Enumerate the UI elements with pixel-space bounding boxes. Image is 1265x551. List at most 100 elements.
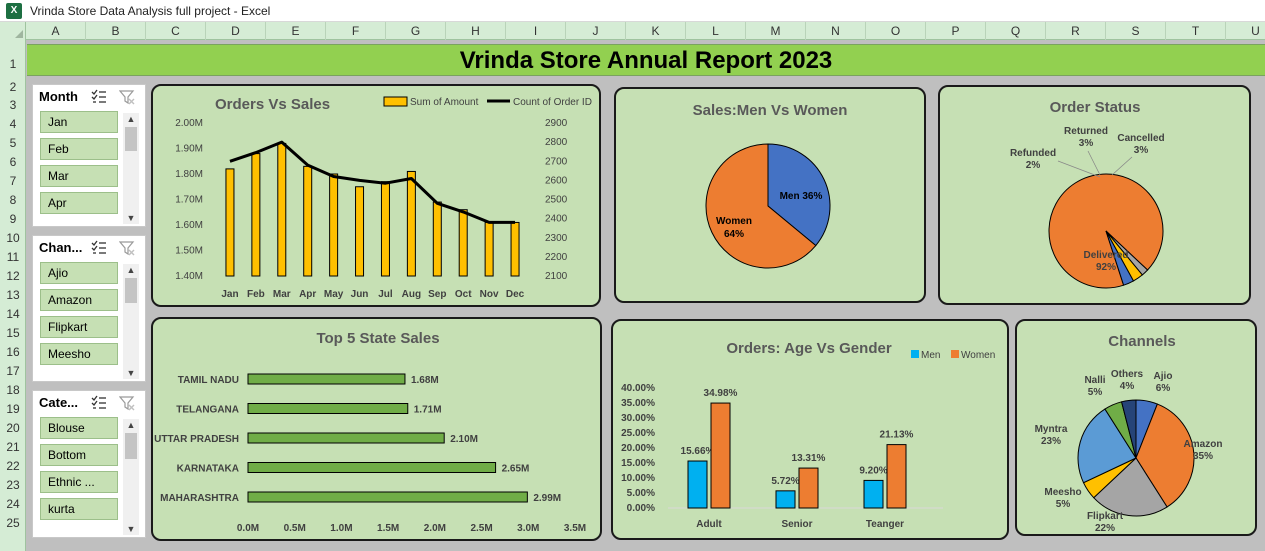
row-header-16[interactable]: 16: [6, 345, 20, 359]
bar-women: [798, 467, 819, 509]
row-header-11[interactable]: 11: [6, 250, 20, 264]
row-header-15[interactable]: 15: [6, 326, 20, 340]
slicer-item[interactable]: Amazon: [40, 289, 118, 311]
slicer-item[interactable]: Blouse: [40, 417, 118, 439]
scroll-thumb[interactable]: [125, 127, 137, 151]
column-header-c[interactable]: C: [146, 22, 206, 40]
row-header-3[interactable]: 3: [9, 98, 17, 112]
column-header-n[interactable]: N: [806, 22, 866, 40]
scroll-down-icon[interactable]: ▼: [126, 368, 136, 378]
scroll-thumb[interactable]: [125, 278, 137, 303]
row-header-23[interactable]: 23: [6, 478, 20, 492]
channels-chart[interactable]: Channels Ajio 6% Amazon 35% Flipkart 22% Meesho…: [1015, 319, 1257, 536]
orders-vs-sales-chart[interactable]: Orders Vs Sales Sum of Amount Count of Ord…: [151, 84, 601, 307]
men-vs-women-chart[interactable]: Sales:Men Vs Women Men 36% Women 64%: [614, 87, 926, 303]
slicer-item[interactable]: Ethnic ...: [40, 471, 118, 493]
data-label-cancelled-pct: 3%: [1134, 145, 1149, 156]
clear-filter-icon[interactable]: [118, 89, 135, 105]
row-header-25[interactable]: 25: [6, 516, 20, 530]
scroll-thumb[interactable]: [125, 433, 137, 459]
scroll-up-icon[interactable]: ▲: [126, 265, 136, 275]
row-header-18[interactable]: 18: [6, 383, 20, 397]
column-header-j[interactable]: J: [566, 22, 626, 40]
row-header-6[interactable]: 6: [9, 155, 17, 169]
column-header-k[interactable]: K: [626, 22, 686, 40]
column-header-b[interactable]: B: [86, 22, 146, 40]
column-header-g[interactable]: G: [386, 22, 446, 40]
slicer-item[interactable]: Feb: [40, 138, 118, 160]
y-right-tick-label: 2500: [545, 195, 568, 206]
column-header-h[interactable]: H: [446, 22, 506, 40]
row-header-14[interactable]: 14: [6, 307, 20, 321]
column-header-r[interactable]: R: [1046, 22, 1106, 40]
slicer-item[interactable]: Jan: [40, 111, 118, 133]
multi-select-icon[interactable]: [91, 395, 107, 411]
clear-filter-icon[interactable]: [118, 395, 135, 411]
column-header-l[interactable]: L: [686, 22, 746, 40]
slicer-scrollbar[interactable]: ▲ ▼: [123, 113, 139, 224]
column-header-d[interactable]: D: [206, 22, 266, 40]
slicer-item[interactable]: Bottom: [40, 444, 118, 466]
row-header-10[interactable]: 10: [6, 231, 20, 245]
row-header-7[interactable]: 7: [9, 174, 17, 188]
column-header-o[interactable]: O: [866, 22, 926, 40]
slicer-item[interactable]: Flipkart: [40, 316, 118, 338]
data-label: 21.13%: [880, 430, 914, 441]
data-label-delivered: Delivered: [1083, 250, 1128, 261]
row-header-12[interactable]: 12: [6, 269, 20, 283]
legend-label-men: Men: [921, 350, 940, 361]
row-header-13[interactable]: 13: [6, 288, 20, 302]
row-header-22[interactable]: 22: [6, 459, 20, 473]
column-header-s[interactable]: S: [1106, 22, 1166, 40]
data-label-nalli: Nalli: [1084, 375, 1105, 386]
bar-amount: [277, 142, 287, 277]
scroll-up-icon[interactable]: ▲: [126, 114, 136, 124]
scroll-down-icon[interactable]: ▼: [126, 524, 136, 534]
category-slicer[interactable]: Cate... Blouse Bottom Ethnic ... kurta ▲ ▼: [32, 390, 146, 538]
slicer-item[interactable]: Meesho: [40, 343, 118, 365]
legend-swatch-amount: [383, 96, 408, 107]
column-header-q[interactable]: Q: [986, 22, 1046, 40]
x-tick-label: Sep: [428, 289, 446, 300]
row-header-24[interactable]: 24: [6, 497, 20, 511]
row-header-20[interactable]: 20: [6, 421, 20, 435]
row-header-9[interactable]: 9: [9, 212, 17, 226]
clear-filter-icon[interactable]: [118, 240, 135, 256]
column-header-u[interactable]: U: [1226, 22, 1265, 40]
row-header-4[interactable]: 4: [9, 117, 17, 131]
y-tick-label: 25.00%: [621, 428, 655, 439]
column-header-t[interactable]: T: [1166, 22, 1226, 40]
top-state-sales-chart[interactable]: Top 5 State Sales 0.0M 0.5M 1.0M 1.5M 2.0M 2.5…: [151, 317, 602, 541]
slicer-scrollbar[interactable]: ▲ ▼: [123, 419, 139, 535]
age-vs-gender-chart[interactable]: Orders: Age Vs Gender Men Women 40.00% 35.00…: [611, 319, 1009, 540]
scroll-up-icon[interactable]: ▲: [126, 420, 136, 430]
slicer-item[interactable]: Mar: [40, 165, 118, 187]
order-status-chart[interactable]: Order Status Delivered 92% Refunded 2% Return…: [938, 85, 1251, 305]
scroll-down-icon[interactable]: ▼: [126, 213, 136, 223]
row-header-8[interactable]: 8: [9, 193, 17, 207]
column-header-p[interactable]: P: [926, 22, 986, 40]
row-header-21[interactable]: 21: [6, 440, 20, 454]
multi-select-icon[interactable]: [91, 89, 107, 105]
column-header-f[interactable]: F: [326, 22, 386, 40]
row-header-5[interactable]: 5: [9, 136, 17, 150]
slicer-item[interactable]: Apr: [40, 192, 118, 214]
row-header-17[interactable]: 17: [6, 364, 20, 378]
bar-amount: [406, 170, 416, 277]
channel-slicer[interactable]: Chan... Ajio Amazon Flipkart Meesho ▲ ▼: [32, 235, 146, 382]
select-all-corner[interactable]: [0, 22, 26, 40]
column-header-i[interactable]: I: [506, 22, 566, 40]
row-header-2[interactable]: 2: [9, 80, 17, 94]
column-header-a[interactable]: A: [26, 22, 86, 40]
row-header-19[interactable]: 19: [6, 402, 20, 416]
month-slicer[interactable]: Month Jan Feb Mar Apr ▲ ▼: [32, 84, 146, 227]
multi-select-icon[interactable]: [91, 240, 107, 256]
column-header-e[interactable]: E: [266, 22, 326, 40]
slicer-item[interactable]: kurta: [40, 498, 118, 520]
slicer-item[interactable]: Ajio: [40, 262, 118, 284]
column-header-m[interactable]: M: [746, 22, 806, 40]
slicer-scrollbar[interactable]: ▲ ▼: [123, 264, 139, 379]
row-header-1[interactable]: 1: [9, 57, 17, 71]
y-left-tick-label: 1.90M: [175, 144, 203, 155]
